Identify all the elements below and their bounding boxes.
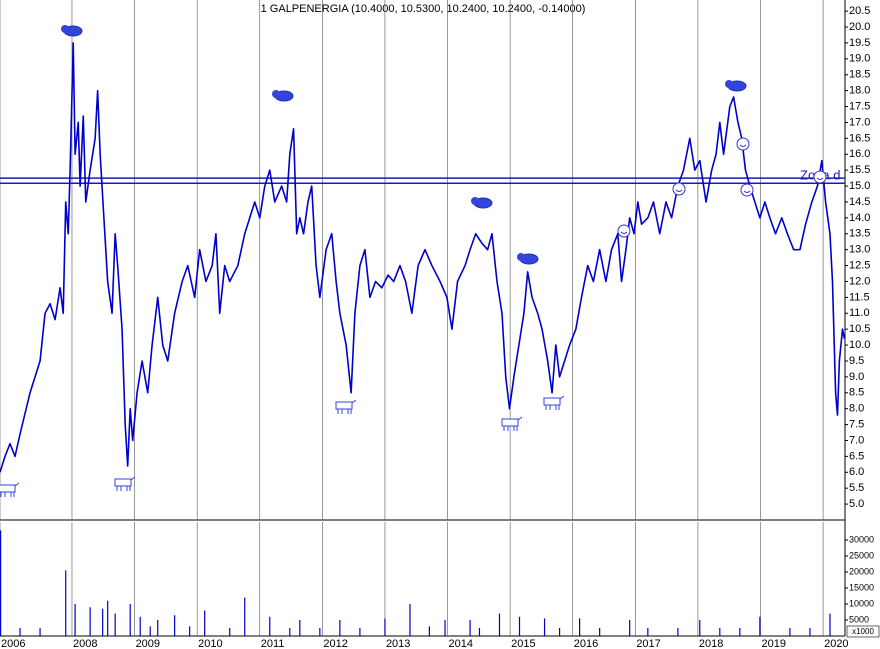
y-tick-label: 6.5: [849, 450, 864, 462]
smiley-icon: [617, 224, 631, 238]
y-tick-label: 10000: [849, 598, 874, 608]
x-tick-label: 2012: [323, 638, 347, 649]
y-tick-label: 19.5: [849, 37, 870, 49]
y-tick-label: 17.5: [849, 100, 870, 112]
smiley-icon: [740, 183, 754, 197]
y-tick-label: 19.0: [849, 53, 870, 65]
x-tick-label: 2018: [699, 638, 723, 649]
y-tick-label: 15.0: [849, 180, 870, 192]
x-tick-label: 2015: [511, 638, 535, 649]
y-tick-label: 5.5: [849, 482, 864, 494]
icon-body: [114, 478, 132, 487]
x-tick-label: 2017: [636, 638, 660, 649]
icon-mouth: [743, 190, 751, 193]
icon-body: [0, 484, 16, 493]
icon-head: [471, 197, 479, 205]
y-tick-label: 5.0: [849, 498, 864, 510]
icon-face: [813, 170, 827, 184]
unit-box: [846, 625, 880, 638]
icon-body: [335, 401, 353, 410]
volume-unit-label: x1000: [852, 627, 874, 636]
icon-face: [736, 137, 750, 151]
x-tick-label: 2020: [824, 638, 848, 649]
smiley-icon: [736, 137, 750, 151]
x-tick-label: 2014: [449, 638, 473, 649]
icon-mouth: [620, 231, 628, 234]
bull-icon: [335, 399, 357, 414]
y-tick-label: 14.5: [849, 196, 870, 208]
y-tick-label: 8.5: [849, 387, 864, 399]
bull-icon: [501, 416, 523, 431]
bear-icon: [471, 197, 493, 209]
bear-icon: [272, 90, 294, 102]
y-tick-label: 11.5: [849, 291, 870, 303]
bull-icon: [0, 482, 20, 497]
y-tick-label: 12.0: [849, 275, 870, 287]
y-tick-label: 20.5: [849, 5, 870, 17]
y-tick-label: 18.0: [849, 85, 870, 97]
x-tick-label: 2013: [386, 638, 410, 649]
icon-legs: [0, 482, 20, 497]
chart-title: 1 GALPENERGIA (10.4000, 10.5300, 10.2400…: [261, 3, 586, 15]
icon-mouth: [675, 189, 683, 192]
icon-body: [501, 418, 519, 427]
y-tick-label: 13.0: [849, 244, 870, 256]
icon-body: [543, 397, 561, 406]
y-tick-label: 16.0: [849, 148, 870, 160]
icon-mouth: [816, 177, 824, 180]
y-tick-label: 8.0: [849, 403, 864, 415]
icon-legs: [116, 476, 136, 491]
x-tick-label: 2016: [574, 638, 598, 649]
y-tick-label: 9.5: [849, 355, 864, 367]
icon-head: [61, 25, 69, 33]
icon-face: [740, 183, 754, 197]
y-tick-label: 20000: [849, 566, 874, 576]
icon-head: [272, 90, 280, 98]
x-tick-label: 2011: [261, 638, 285, 649]
icon-head: [725, 80, 733, 88]
x-tick-label: 2008: [73, 638, 97, 649]
y-tick-label: 11.0: [849, 307, 870, 319]
y-tick-label: 30000: [849, 534, 874, 544]
y-tick-label: 6.0: [849, 466, 864, 478]
y-tick-label: 15.5: [849, 164, 870, 176]
bull-icon: [543, 395, 565, 410]
icon-legs: [545, 395, 565, 410]
y-tick-label: 10.5: [849, 323, 870, 335]
bear-icon: [725, 80, 747, 92]
y-tick-label: 12.5: [849, 259, 870, 271]
icon-head: [517, 253, 525, 261]
y-tick-label: 10.0: [849, 339, 870, 351]
smiley-icon: [672, 182, 686, 196]
icon-face: [672, 182, 686, 196]
y-tick-label: 13.5: [849, 228, 870, 240]
y-tick-label: 9.0: [849, 371, 864, 383]
price-line: [0, 42, 846, 473]
smiley-icon: [813, 170, 827, 184]
y-tick-label: 14.0: [849, 212, 870, 224]
x-tick-label: 2019: [762, 638, 786, 649]
icon-legs: [503, 416, 523, 431]
y-tick-label: 15000: [849, 582, 874, 592]
x-tick-label: 2010: [198, 638, 222, 649]
y-tick-label: 16.5: [849, 132, 870, 144]
y-tick-label: 17.0: [849, 116, 870, 128]
y-tick-label: 7.0: [849, 434, 864, 446]
icon-face: [617, 224, 631, 238]
y-tick-label: 20.0: [849, 21, 870, 33]
icon-legs: [337, 399, 357, 414]
y-tick-label: 7.5: [849, 418, 864, 430]
y-tick-label: 5000: [849, 614, 869, 624]
x-tick-label: 2009: [136, 638, 160, 649]
bear-icon: [517, 253, 539, 265]
y-tick-label: 25000: [849, 550, 874, 560]
x-tick-label: 2006: [1, 638, 25, 649]
bull-icon: [114, 476, 136, 491]
icon-mouth: [739, 144, 747, 147]
y-tick-label: 18.5: [849, 69, 870, 81]
bear-icon: [61, 25, 83, 37]
